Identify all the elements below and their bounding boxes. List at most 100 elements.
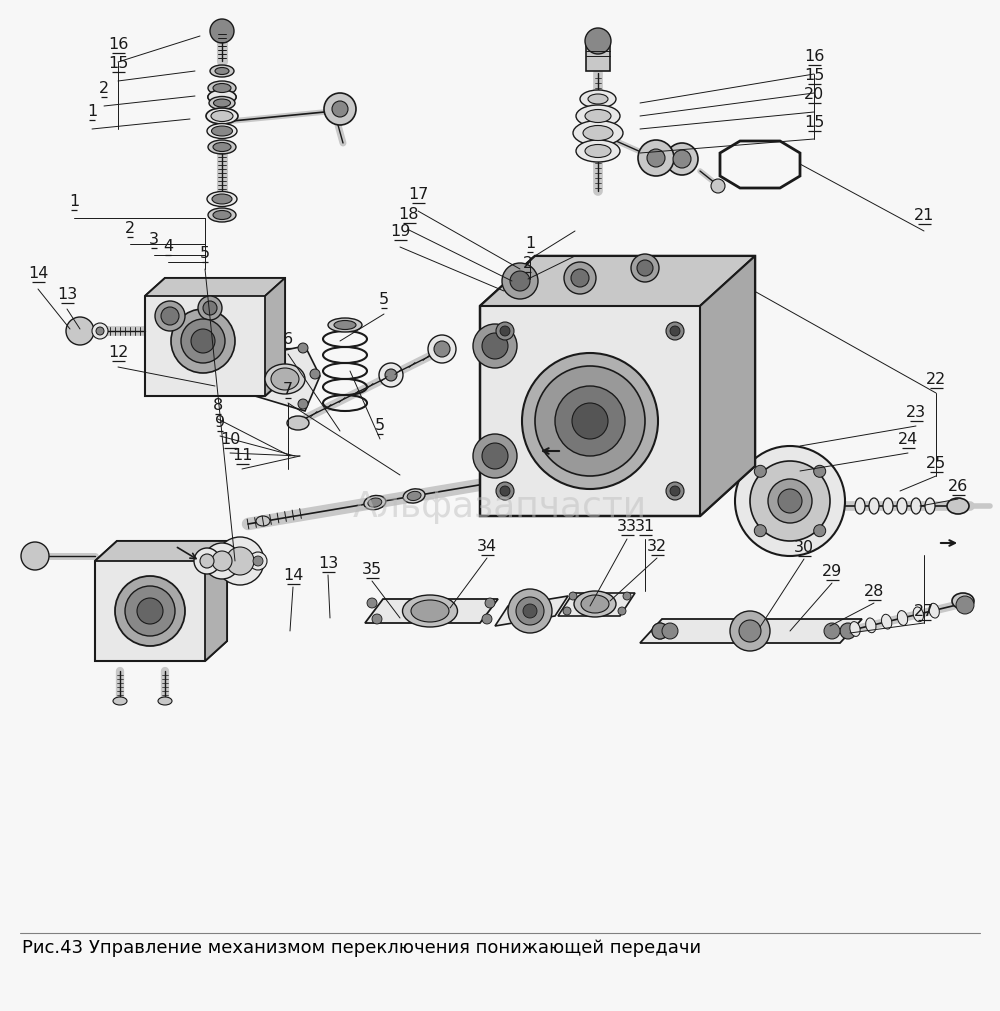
Ellipse shape [207,124,237,140]
Polygon shape [480,257,755,306]
Text: 6: 6 [283,332,293,347]
Ellipse shape [850,622,860,637]
Circle shape [137,599,163,625]
Text: 1: 1 [87,104,97,119]
Text: 5: 5 [200,246,210,261]
Circle shape [21,543,49,570]
Ellipse shape [113,698,127,706]
Circle shape [115,576,185,646]
Circle shape [508,589,552,633]
Circle shape [652,624,668,639]
Circle shape [92,324,108,340]
Ellipse shape [947,498,969,515]
Circle shape [379,364,403,387]
Circle shape [500,486,510,496]
Ellipse shape [411,601,449,623]
Polygon shape [265,279,285,396]
Ellipse shape [334,321,356,331]
Text: 31: 31 [635,519,655,534]
Circle shape [637,261,653,277]
Polygon shape [495,596,568,627]
Circle shape [631,255,659,283]
Ellipse shape [364,496,386,511]
Circle shape [96,328,104,336]
Ellipse shape [209,97,235,110]
Circle shape [739,621,761,642]
Circle shape [516,598,544,626]
Text: Рис.43 Управление механизмом переключения понижающей передачи: Рис.43 Управление механизмом переключени… [22,938,701,956]
Circle shape [500,327,510,337]
Circle shape [372,615,382,625]
Circle shape [814,525,826,537]
Circle shape [473,435,517,478]
Circle shape [181,319,225,364]
Circle shape [572,403,608,440]
Circle shape [428,336,456,364]
Text: 20: 20 [804,87,824,102]
Text: 12: 12 [108,345,128,360]
Text: 8: 8 [213,397,223,412]
Circle shape [198,296,222,320]
Circle shape [735,447,845,556]
Ellipse shape [287,417,309,431]
Text: 21: 21 [914,207,934,222]
Ellipse shape [158,698,172,706]
Text: 13: 13 [57,286,77,301]
Ellipse shape [206,109,238,125]
Text: 16: 16 [108,36,128,52]
Ellipse shape [212,195,232,205]
Circle shape [385,370,397,381]
Circle shape [662,624,678,639]
Circle shape [203,301,217,315]
Circle shape [571,270,589,288]
Text: 10: 10 [220,432,240,447]
Circle shape [473,325,517,369]
Ellipse shape [208,91,236,105]
Ellipse shape [213,211,231,220]
Text: 24: 24 [898,432,918,447]
Ellipse shape [210,66,234,78]
Ellipse shape [265,365,305,394]
Ellipse shape [911,498,921,515]
Text: 14: 14 [28,266,48,281]
Ellipse shape [403,489,425,503]
Ellipse shape [913,608,923,622]
Circle shape [750,462,830,542]
Circle shape [161,307,179,326]
Circle shape [367,599,377,609]
Circle shape [510,272,530,292]
Text: 3: 3 [149,232,159,247]
Circle shape [840,624,856,639]
Ellipse shape [208,209,236,222]
Ellipse shape [368,498,382,508]
Text: 29: 29 [822,563,842,578]
Text: 15: 15 [804,68,824,83]
Circle shape [638,141,674,177]
Ellipse shape [580,91,616,109]
Ellipse shape [407,492,421,501]
Ellipse shape [588,95,608,105]
Circle shape [670,327,680,337]
Ellipse shape [869,498,879,515]
Text: 35: 35 [362,561,382,576]
Circle shape [535,367,645,476]
Polygon shape [640,620,862,643]
Polygon shape [95,542,227,561]
Ellipse shape [271,369,299,390]
Circle shape [324,94,356,126]
Text: 17: 17 [408,187,428,202]
Text: 1: 1 [69,194,79,209]
Circle shape [253,556,263,566]
Circle shape [814,466,826,478]
Ellipse shape [212,126,232,136]
Circle shape [666,482,684,500]
Ellipse shape [576,141,620,163]
Text: 23: 23 [906,404,926,420]
Text: 28: 28 [864,583,884,599]
Text: 14: 14 [283,567,303,582]
Polygon shape [558,593,635,617]
Ellipse shape [883,498,893,515]
Circle shape [502,264,538,299]
Text: 7: 7 [283,381,293,396]
Text: 2: 2 [125,220,135,236]
